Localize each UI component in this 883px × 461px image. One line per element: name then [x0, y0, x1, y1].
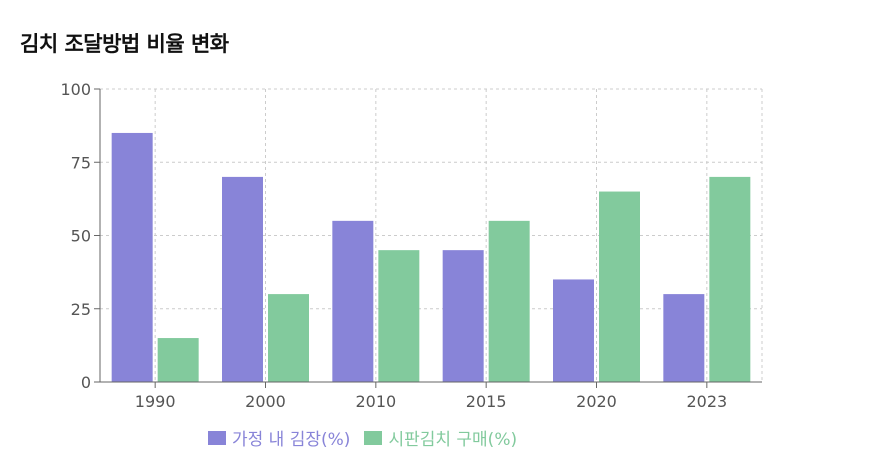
bar-store-bought-2020 — [599, 191, 640, 382]
y-axis-ticks: 0 25 50 75 100 — [60, 80, 100, 392]
bar-home-kimjang-2010 — [332, 220, 374, 382]
legend: 가정 내 김장(%) 시판김치 구매(%) — [208, 425, 517, 450]
bar-store-bought-1990 — [157, 338, 199, 382]
legend-swatch-store-bought — [364, 430, 383, 445]
bar-store-bought-2023 — [709, 176, 751, 382]
x-tick-label: 1990 — [135, 392, 176, 411]
x-tick-label: 2000 — [245, 392, 286, 411]
legend-swatch-home-kimjang — [208, 430, 226, 445]
x-tick-label: 2015 — [466, 392, 507, 411]
legend-item-home-kimjang[interactable]: 가정 내 김장(%) — [208, 425, 350, 450]
chart-title: 김치 조달방법 비율 변화 — [20, 32, 229, 56]
x-axis-ticks: 1990 2000 2010 2015 2020 2023 — [135, 382, 727, 411]
bars — [111, 132, 751, 382]
y-tick-label: 50 — [71, 227, 91, 246]
bar-home-kimjang-1990 — [111, 132, 153, 382]
bar-store-bought-2010 — [378, 250, 420, 382]
legend-label-store-bought: 시판김치 구매(%) — [388, 430, 518, 450]
y-tick-label: 0 — [81, 373, 91, 392]
bar-store-bought-2000 — [268, 294, 309, 382]
bar-home-kimjang-2000 — [222, 176, 263, 382]
x-tick-label: 2020 — [576, 392, 617, 411]
x-tick-label: 2010 — [355, 392, 396, 411]
y-tick-label: 75 — [71, 153, 91, 172]
y-tick-label: 25 — [71, 300, 91, 319]
x-tick-label: 2023 — [686, 392, 727, 411]
bar-home-kimjang-2020 — [553, 279, 594, 382]
grid-lines — [100, 88, 763, 382]
bar-home-kimjang-2023 — [663, 294, 705, 382]
bar-home-kimjang-2015 — [442, 250, 484, 382]
legend-label-home-kimjang: 가정 내 김장(%) — [232, 430, 351, 450]
legend-item-store-bought[interactable]: 시판김치 구매(%) — [364, 425, 517, 450]
y-tick-label: 100 — [60, 80, 91, 99]
bar-store-bought-2015 — [488, 220, 530, 382]
